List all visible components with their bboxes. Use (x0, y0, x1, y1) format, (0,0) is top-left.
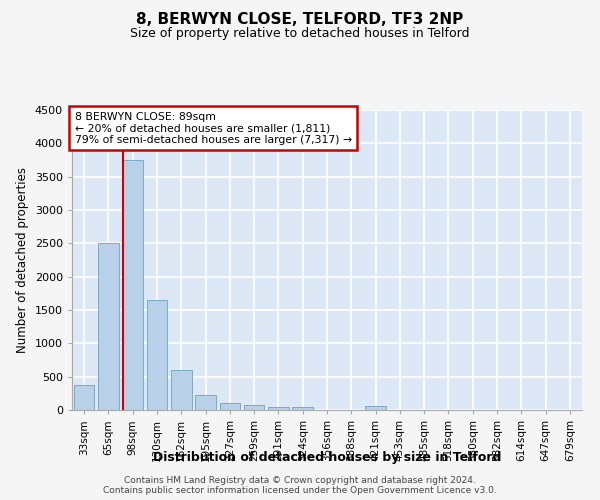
Bar (220, 402, 240, 410)
Text: Distribution of detached houses by size in Telford: Distribution of detached houses by size … (153, 451, 501, 464)
Bar (195, 394, 216, 410)
Bar (98, 244, 119, 410)
Bar (365, 406, 386, 410)
Bar (268, 406, 289, 410)
Text: 8, BERWYN CLOSE, TELFORD, TF3 2NP: 8, BERWYN CLOSE, TELFORD, TF3 2NP (136, 12, 464, 28)
Bar (244, 406, 265, 410)
Text: Size of property relative to detached houses in Telford: Size of property relative to detached ho… (130, 28, 470, 40)
Bar (292, 408, 313, 410)
Y-axis label: Number of detached properties: Number of detached properties (16, 167, 29, 353)
Bar (146, 300, 167, 410)
Text: 8 BERWYN CLOSE: 89sqm
← 20% of detached houses are smaller (1,811)
79% of semi-d: 8 BERWYN CLOSE: 89sqm ← 20% of detached … (74, 112, 352, 144)
Bar (171, 370, 191, 410)
Text: Contains HM Land Registry data © Crown copyright and database right 2024.
Contai: Contains HM Land Registry data © Crown c… (103, 476, 497, 495)
Bar (74, 386, 94, 410)
Bar (122, 160, 143, 410)
